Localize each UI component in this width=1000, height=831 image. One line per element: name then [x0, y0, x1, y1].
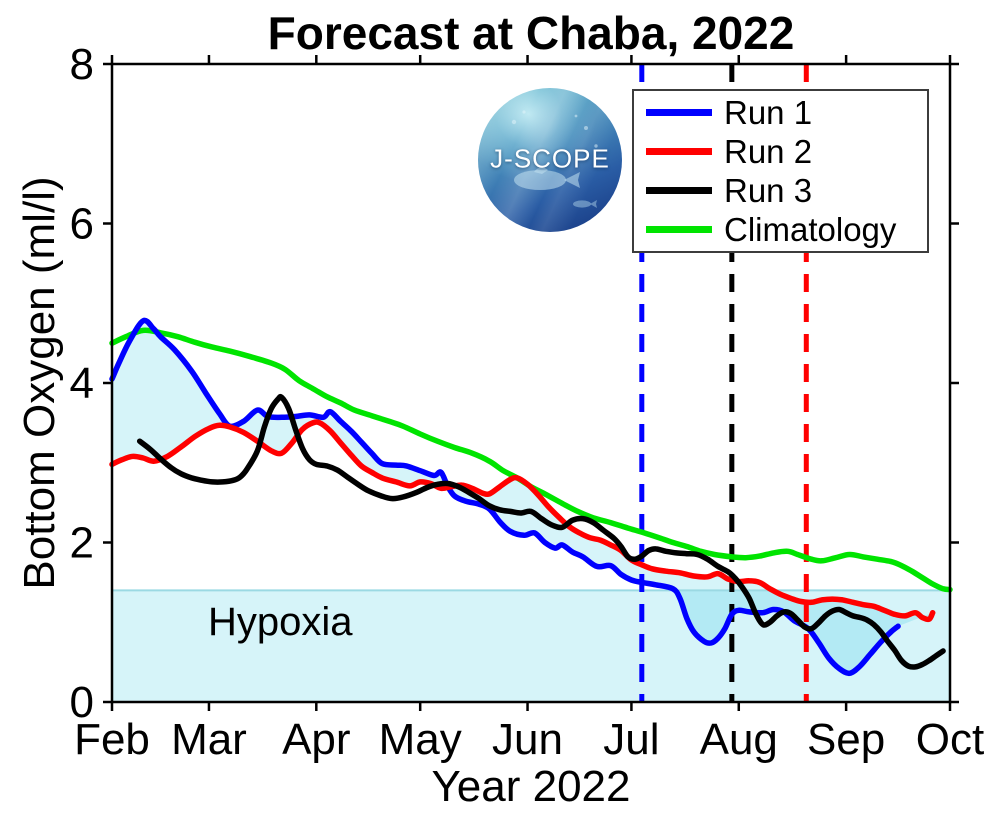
y-tick-label: 6: [70, 200, 94, 249]
x-tick-label: Oct: [916, 715, 984, 764]
jscope-logo: J-SCOPE: [478, 88, 622, 232]
y-tick-label: 2: [70, 519, 94, 568]
y-tick-label: 4: [70, 359, 94, 408]
light-rays-decoration: [478, 88, 622, 232]
legend-label: Run 3: [724, 172, 813, 209]
legend-label: Run 2: [724, 133, 813, 170]
hypoxia-label: Hypoxia: [208, 600, 353, 644]
legend-item-run-2: Run 2: [634, 132, 927, 171]
y-tick-label: 0: [70, 678, 94, 727]
run1-run2-fill: [112, 320, 933, 674]
series-run-2: [109, 419, 936, 623]
series-run-3: [136, 393, 946, 670]
chart-title: Forecast at Chaba, 2022: [267, 7, 795, 59]
x-axis-label: Year 2022: [431, 762, 631, 811]
x-tick-label: Sep: [807, 715, 885, 764]
hypoxia-band: [112, 590, 950, 702]
legend-label: Run 1: [724, 94, 813, 131]
fish-icon: [511, 110, 598, 208]
series-run-1: [109, 317, 901, 677]
x-tick-label: May: [379, 715, 462, 764]
series-climatology: [109, 327, 953, 593]
legend-swatch: [646, 148, 712, 155]
x-tick-label: Apr: [282, 715, 350, 764]
legend-item-run-3: Run 3: [634, 171, 927, 210]
y-tick-label: 8: [70, 40, 94, 89]
legend: Run 1 Run 2 Run 3 Climatology: [632, 89, 929, 253]
legend-item-run-1: Run 1: [634, 93, 927, 132]
x-tick-label: Jul: [603, 715, 659, 764]
legend-swatch: [646, 109, 712, 116]
legend-item-climatology: Climatology: [634, 210, 927, 249]
logo-text: J-SCOPE: [490, 143, 610, 174]
x-tick-label: Jun: [492, 715, 563, 764]
legend-swatch: [646, 187, 712, 194]
legend-swatch: [646, 226, 712, 233]
x-tick-label: Feb: [74, 715, 150, 764]
x-tick-label: Mar: [171, 715, 247, 764]
x-tick-label: Aug: [700, 715, 778, 764]
legend-label: Climatology: [724, 211, 897, 248]
